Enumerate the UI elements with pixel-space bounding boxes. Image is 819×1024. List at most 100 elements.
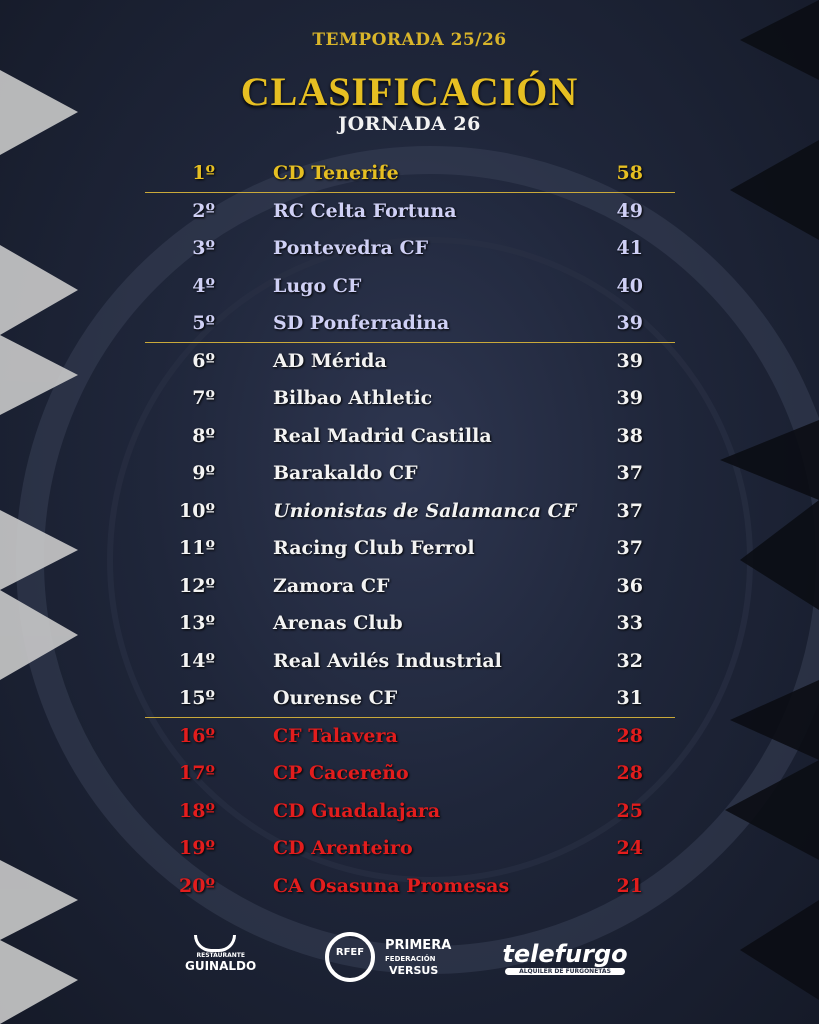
position: 18º [179, 799, 215, 822]
points: 31 [616, 687, 643, 709]
table-row: 9º Barakaldo CF 37 [145, 455, 675, 493]
position: 20º [179, 874, 215, 897]
points: 37 [616, 537, 643, 559]
rfef-line3: VERSUS [389, 964, 439, 977]
points: 21 [616, 874, 643, 897]
guinaldo-arc-icon [194, 935, 236, 952]
position: 5º [192, 312, 215, 334]
team-name: Arenas Club [273, 612, 403, 634]
zone-divider [145, 716, 675, 718]
points: 39 [616, 349, 643, 372]
points: 39 [616, 387, 643, 409]
table-row: 20º CA Osasuna Promesas 21 [145, 868, 675, 906]
rfef-line1: PRIMERA [385, 938, 452, 953]
position: 8º [192, 424, 215, 447]
table-row: 12º Zamora CF 36 [145, 568, 675, 606]
position: 13º [179, 612, 215, 634]
team-name: CD Arenteiro [273, 837, 413, 859]
table-row: 8º Real Madrid Castilla 38 [145, 418, 675, 456]
position: 16º [179, 724, 215, 747]
position: 4º [192, 274, 215, 297]
team-name: RC Celta Fortuna [273, 199, 457, 222]
team-name: Unionistas de Salamanca CF [273, 499, 577, 522]
table-row: 1º CD Tenerife 58 [145, 155, 675, 193]
team-name: CD Guadalajara [273, 799, 441, 822]
table-row: 3º Pontevedra CF 41 [145, 230, 675, 268]
points: 58 [616, 162, 643, 184]
points: 38 [616, 424, 643, 447]
points: 49 [616, 199, 643, 222]
position: 10º [179, 499, 215, 522]
rfef-badge-icon: RFEF [325, 932, 375, 982]
table-row: 19º CD Arenteiro 24 [145, 830, 675, 868]
team-name: Pontevedra CF [273, 237, 429, 259]
position: 9º [192, 462, 215, 484]
table-row: 6º AD Mérida 39 [145, 343, 675, 381]
table-row: 17º CP Cacereño 28 [145, 755, 675, 793]
table-row: 10º Unionistas de Salamanca CF 37 [145, 493, 675, 531]
standings-table: 1º CD Tenerife 58 2º RC Celta Fortuna 49 3º Pon… [145, 155, 675, 905]
telefurgo-name: telefurgo [502, 940, 628, 968]
points: 40 [616, 274, 643, 297]
points: 36 [616, 574, 643, 597]
round-label: JORNADA 26 [338, 113, 481, 135]
position: 3º [192, 237, 215, 259]
team-name: Real Madrid Castilla [273, 424, 492, 447]
guinaldo-name: GUINALDO [185, 959, 257, 973]
team-name: CD Tenerife [273, 162, 399, 184]
position: 12º [179, 574, 215, 597]
team-name: CA Osasuna Promesas [273, 874, 510, 897]
points: 41 [616, 237, 643, 259]
rfef-line2: FEDERACIÓN [385, 955, 436, 963]
telefurgo-sub: ALQUILER DE FURGONETAS [505, 968, 625, 975]
team-name: Lugo CF [273, 274, 362, 297]
team-name: Bilbao Athletic [273, 387, 433, 409]
team-name: SD Ponferradina [273, 312, 450, 334]
position: 19º [179, 837, 215, 859]
table-row: 14º Real Avilés Industrial 32 [145, 643, 675, 681]
position: 17º [179, 762, 215, 784]
rfef-logo: RFEF PRIMERA FEDERACIÓN VERSUS [325, 932, 452, 992]
position: 6º [192, 349, 215, 372]
team-name: Real Avilés Industrial [273, 649, 502, 672]
points: 32 [616, 649, 643, 672]
zone-divider [145, 191, 675, 193]
table-row: 2º RC Celta Fortuna 49 [145, 193, 675, 231]
position: 14º [179, 649, 215, 672]
points: 37 [616, 499, 643, 522]
guinaldo-logo: RESTAURANTE GUINALDO [185, 935, 257, 973]
points: 24 [616, 837, 643, 859]
table-row: 13º Arenas Club 33 [145, 605, 675, 643]
points: 33 [616, 612, 643, 634]
table-row: 5º SD Ponferradina 39 [145, 305, 675, 343]
team-name: Racing Club Ferrol [273, 537, 475, 559]
position: 7º [192, 387, 215, 409]
table-row: 18º CD Guadalajara 25 [145, 793, 675, 831]
position: 15º [179, 687, 215, 709]
table-row: 4º Lugo CF 40 [145, 268, 675, 306]
season-label: TEMPORADA 25/26 [312, 30, 507, 50]
zone-divider [145, 341, 675, 343]
position: 11º [179, 537, 215, 559]
sponsor-bar: RESTAURANTE GUINALDO RFEF PRIMERA FEDERA… [0, 930, 819, 1000]
team-name: CF Talavera [273, 724, 398, 747]
points: 37 [616, 462, 643, 484]
team-name: Zamora CF [273, 574, 390, 597]
points: 28 [616, 762, 643, 784]
guinaldo-sub: RESTAURANTE [196, 952, 245, 959]
table-row: 15º Ourense CF 31 [145, 680, 675, 718]
team-name: CP Cacereño [273, 762, 409, 784]
points: 39 [616, 312, 643, 334]
table-row: 16º CF Talavera 28 [145, 718, 675, 756]
position: 2º [192, 199, 215, 222]
telefurgo-logo: telefurgo ALQUILER DE FURGONETAS [495, 940, 635, 975]
points: 25 [616, 799, 643, 822]
table-row: 7º Bilbao Athletic 39 [145, 380, 675, 418]
table-row: 11º Racing Club Ferrol 37 [145, 530, 675, 568]
points: 28 [616, 724, 643, 747]
team-name: Barakaldo CF [273, 462, 418, 484]
team-name: AD Mérida [273, 349, 387, 372]
team-name: Ourense CF [273, 687, 398, 709]
position: 1º [192, 162, 215, 184]
